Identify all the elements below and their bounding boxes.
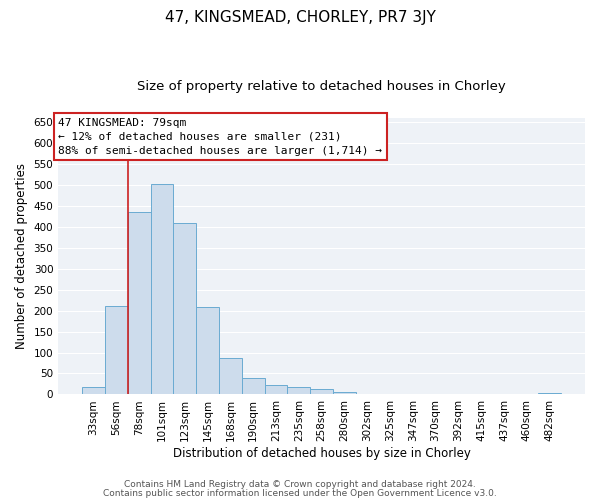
Text: Contains HM Land Registry data © Crown copyright and database right 2024.: Contains HM Land Registry data © Crown c…	[124, 480, 476, 489]
Title: Size of property relative to detached houses in Chorley: Size of property relative to detached ho…	[137, 80, 506, 93]
Bar	[82, 387, 105, 394]
Text: Contains public sector information licensed under the Open Government Licence v3: Contains public sector information licen…	[103, 489, 497, 498]
Text: 47 KINGSMEAD: 79sqm
← 12% of detached houses are smaller (231)
88% of semi-detac: 47 KINGSMEAD: 79sqm ← 12% of detached ho…	[58, 118, 382, 156]
Y-axis label: Number of detached properties: Number of detached properties	[15, 163, 28, 349]
Bar	[151, 184, 173, 394]
Text: 47, KINGSMEAD, CHORLEY, PR7 3JY: 47, KINGSMEAD, CHORLEY, PR7 3JY	[164, 10, 436, 25]
Bar	[128, 212, 151, 394]
Bar	[219, 358, 242, 395]
Bar	[287, 387, 310, 394]
Bar	[242, 378, 265, 394]
Bar	[173, 222, 196, 394]
X-axis label: Distribution of detached houses by size in Chorley: Distribution of detached houses by size …	[173, 447, 470, 460]
Bar	[538, 393, 561, 394]
Bar	[105, 306, 128, 394]
Bar	[265, 385, 287, 394]
Bar	[196, 308, 219, 394]
Bar	[310, 390, 333, 394]
Bar	[333, 392, 356, 394]
